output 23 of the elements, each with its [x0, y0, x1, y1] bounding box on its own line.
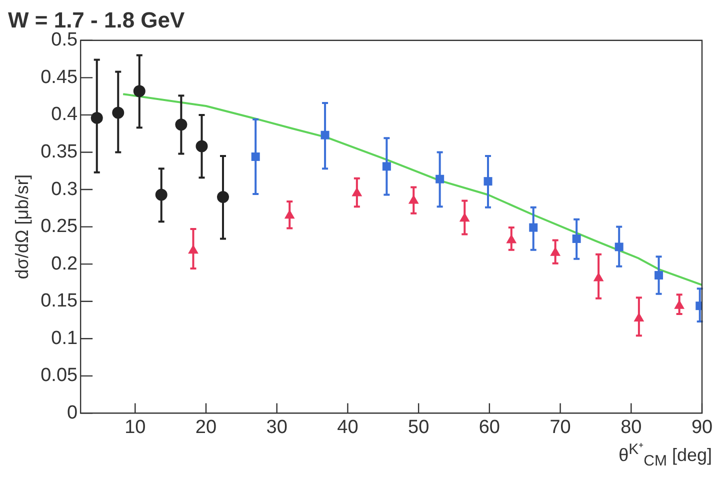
x-tick-label: 30	[266, 416, 288, 438]
y-tick-label: 0.1	[51, 328, 78, 349]
x-tick-label: 20	[195, 416, 217, 438]
y-tick-label: 0.4	[51, 104, 78, 126]
y-tick-label: 0.05	[40, 365, 78, 386]
y-tick-label: 0.15	[40, 290, 78, 312]
y-tick-label: 0.2	[51, 253, 78, 274]
y-axis-title: dσ/dΩ [μb/sr]	[12, 174, 32, 280]
y-tick-label: 0.45	[40, 66, 78, 88]
x-axis-title: θ$^{K⁺}$$_{CM}$ [deg]	[618, 440, 712, 470]
y-tick-label: 0.3	[51, 178, 78, 200]
x-tick-label: 10	[124, 416, 146, 438]
x-tick-label: 40	[337, 416, 358, 438]
x-tick-label: 50	[408, 416, 430, 438]
y-tick-label: 0.5	[51, 30, 78, 51]
x-tick-label: 60	[478, 416, 500, 438]
y-tick-label: 0.35	[40, 141, 78, 162]
x-tick-label: 90	[691, 416, 713, 438]
y-tick-label: 0	[67, 402, 78, 424]
x-tick-label: 70	[550, 416, 571, 438]
y-tick-label: 0.25	[40, 216, 78, 238]
chart-title: W = 1.7 - 1.8 GeV	[8, 7, 186, 32]
x-tick-label: 80	[620, 416, 642, 438]
